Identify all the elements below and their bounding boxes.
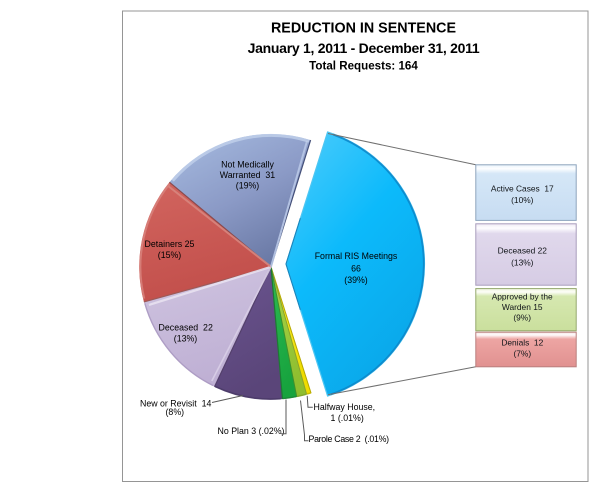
svg-text:New or Revisit 14: New or Revisit 14 [140, 399, 211, 409]
svg-text:Not Medically: Not Medically [221, 160, 274, 170]
svg-text:(10%): (10%) [511, 195, 534, 205]
svg-text:January 1, 2011 - December 31,: January 1, 2011 - December 31, 2011 [248, 40, 480, 56]
svg-text:(13%): (13%) [511, 257, 534, 267]
svg-text:(8%): (8%) [166, 407, 185, 417]
svg-text:Total Requests: 164: Total Requests: 164 [309, 59, 418, 72]
svg-text:No Plan 3 (.02%): No Plan 3 (.02%) [218, 426, 285, 436]
svg-text:Deceased 22: Deceased 22 [498, 245, 548, 255]
svg-text:Halfway House,: Halfway House, [314, 402, 376, 412]
svg-text:(13%): (13%) [174, 334, 198, 344]
svg-text:Formal RIS Meetings: Formal RIS Meetings [315, 251, 398, 261]
svg-text:Denials 12: Denials 12 [501, 338, 543, 348]
svg-text:(19%): (19%) [236, 181, 260, 191]
svg-text:REDUCTION IN SENTENCE: REDUCTION IN SENTENCE [271, 21, 456, 37]
svg-text:Deceased 22: Deceased 22 [159, 323, 213, 333]
svg-text:(15%): (15%) [158, 250, 182, 260]
svg-text:1 (.01%): 1 (.01%) [331, 413, 364, 423]
svg-text:Warden 15: Warden 15 [502, 302, 543, 312]
svg-text:(39%): (39%) [344, 275, 368, 285]
svg-text:Warranted 31: Warranted 31 [220, 170, 276, 180]
svg-text:Parole Case 2 (.01%): Parole Case 2 (.01%) [309, 434, 390, 444]
svg-text:Active Cases 17: Active Cases 17 [491, 184, 554, 194]
svg-text:(7%): (7%) [513, 349, 531, 359]
svg-text:Approved by the: Approved by the [492, 292, 553, 302]
svg-text:66: 66 [351, 264, 361, 274]
svg-text:Detainers 25: Detainers 25 [145, 239, 195, 249]
svg-text:(9%): (9%) [513, 312, 531, 322]
